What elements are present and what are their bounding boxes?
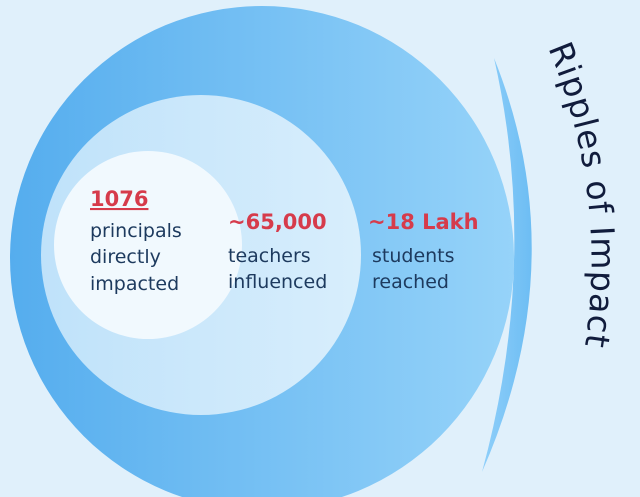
ring-value: ~65,000 — [228, 210, 327, 234]
ring-label: reached — [372, 271, 449, 293]
inner-ripple — [54, 151, 242, 339]
ring-label: principals — [90, 220, 182, 242]
ring-label: students — [372, 245, 455, 267]
ring-label: influenced — [228, 271, 327, 293]
ring-label: directly — [90, 246, 161, 268]
ring-label: teachers — [228, 245, 311, 267]
ring-value: 1076 — [90, 187, 148, 211]
ring-label: impacted — [90, 273, 179, 295]
ring-value: ~18 Lakh — [368, 210, 479, 234]
crescent — [482, 58, 532, 472]
